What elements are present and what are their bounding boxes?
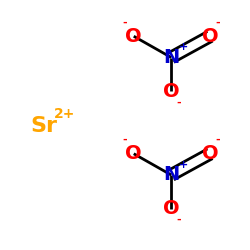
Text: -: - <box>176 98 181 108</box>
Text: O: O <box>126 27 142 46</box>
Text: -: - <box>176 215 181 225</box>
Text: +: + <box>179 42 188 52</box>
Text: -: - <box>123 18 127 28</box>
Text: O: O <box>202 144 218 163</box>
Text: +: + <box>179 160 188 170</box>
Text: O: O <box>163 82 180 101</box>
Text: Sr: Sr <box>30 116 57 136</box>
Text: -: - <box>215 135 220 145</box>
Text: N: N <box>163 48 180 67</box>
Text: O: O <box>126 144 142 163</box>
Text: N: N <box>163 166 180 184</box>
Text: 2+: 2+ <box>54 107 76 121</box>
Text: O: O <box>163 199 180 218</box>
Text: -: - <box>215 18 220 28</box>
Text: O: O <box>202 27 218 46</box>
Text: -: - <box>123 135 127 145</box>
